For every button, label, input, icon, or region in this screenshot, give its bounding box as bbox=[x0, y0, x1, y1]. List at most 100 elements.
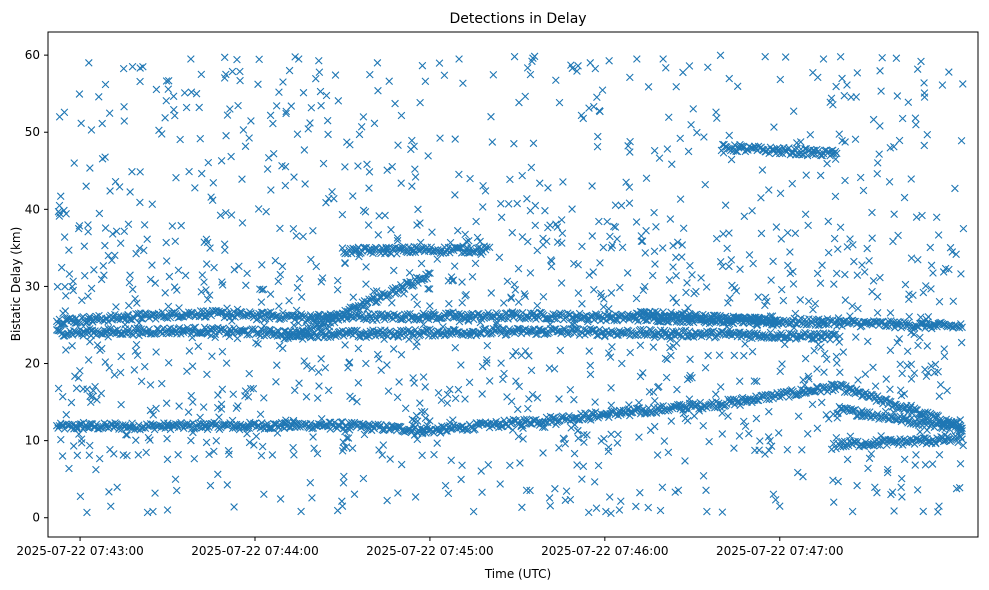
data-point bbox=[104, 333, 112, 341]
data-point bbox=[841, 138, 849, 146]
data-point bbox=[777, 235, 786, 243]
data-point bbox=[335, 330, 344, 338]
data-point bbox=[218, 281, 227, 289]
data-point bbox=[777, 285, 786, 294]
data-point bbox=[246, 384, 255, 393]
data-point bbox=[864, 464, 872, 473]
data-point bbox=[521, 292, 530, 300]
data-point bbox=[298, 335, 307, 343]
data-point bbox=[75, 430, 83, 438]
data-point bbox=[148, 261, 156, 269]
data-point bbox=[100, 271, 108, 280]
data-point bbox=[764, 186, 773, 194]
data-point bbox=[413, 435, 422, 444]
data-point bbox=[204, 158, 213, 167]
data-point bbox=[513, 310, 522, 319]
data-point bbox=[824, 415, 833, 423]
data-point bbox=[913, 65, 922, 73]
y-tick-label: 20 bbox=[25, 357, 40, 371]
data-point bbox=[303, 362, 311, 370]
data-point bbox=[308, 494, 316, 502]
data-point bbox=[649, 343, 658, 351]
data-point bbox=[322, 323, 331, 332]
data-point bbox=[544, 184, 552, 192]
data-point bbox=[436, 429, 445, 437]
data-point bbox=[750, 377, 759, 385]
data-point bbox=[293, 283, 302, 292]
data-point bbox=[595, 106, 604, 115]
data-point bbox=[644, 503, 653, 512]
data-point bbox=[914, 436, 923, 444]
data-point bbox=[724, 412, 732, 420]
data-point bbox=[937, 435, 945, 444]
data-point bbox=[345, 358, 354, 366]
data-point bbox=[227, 211, 236, 219]
data-point bbox=[726, 294, 734, 302]
y-axis: 0 10 20 30 40 50 60 bbox=[25, 48, 48, 525]
data-point bbox=[335, 310, 344, 318]
data-point bbox=[921, 461, 930, 469]
data-point bbox=[798, 446, 806, 454]
data-point bbox=[276, 224, 284, 233]
data-point bbox=[699, 472, 708, 480]
data-point bbox=[247, 117, 255, 125]
data-point bbox=[617, 201, 626, 210]
data-point bbox=[362, 263, 370, 271]
data-point bbox=[594, 461, 603, 470]
data-point bbox=[481, 187, 490, 195]
data-point bbox=[623, 269, 632, 277]
data-point bbox=[417, 407, 426, 416]
data-point bbox=[839, 348, 848, 356]
data-point bbox=[53, 282, 62, 291]
data-point bbox=[686, 371, 695, 380]
data-point bbox=[843, 455, 852, 464]
data-point bbox=[465, 378, 474, 387]
data-point bbox=[846, 235, 854, 243]
data-point bbox=[515, 382, 523, 391]
data-point bbox=[447, 273, 456, 281]
data-point bbox=[290, 173, 298, 181]
data-point bbox=[454, 385, 463, 394]
data-point bbox=[665, 405, 674, 413]
y-tick-label: 30 bbox=[25, 279, 40, 293]
data-point bbox=[873, 410, 882, 418]
data-point bbox=[134, 451, 143, 459]
data-point bbox=[331, 71, 340, 79]
data-point bbox=[106, 187, 114, 195]
data-point bbox=[891, 437, 899, 446]
data-point bbox=[310, 444, 318, 453]
data-point bbox=[748, 206, 756, 215]
data-point bbox=[945, 68, 953, 76]
data-point bbox=[723, 244, 731, 253]
data-point bbox=[287, 102, 296, 110]
data-point bbox=[923, 130, 932, 139]
data-point bbox=[775, 149, 784, 158]
data-point bbox=[508, 228, 517, 237]
data-point bbox=[405, 335, 413, 343]
data-point bbox=[433, 255, 442, 263]
data-point bbox=[152, 85, 161, 94]
data-point bbox=[135, 319, 143, 327]
data-point bbox=[711, 390, 720, 398]
data-point bbox=[295, 274, 304, 283]
data-point bbox=[410, 142, 418, 151]
data-point bbox=[345, 426, 354, 434]
data-point bbox=[510, 52, 519, 61]
plot-frame bbox=[47, 31, 979, 538]
data-point bbox=[363, 304, 372, 313]
data-point bbox=[614, 312, 622, 320]
data-point bbox=[735, 432, 744, 440]
data-point bbox=[736, 401, 744, 410]
data-point bbox=[595, 312, 604, 320]
data-point bbox=[256, 285, 264, 293]
data-point bbox=[809, 305, 817, 314]
data-point bbox=[892, 320, 901, 329]
data-point bbox=[638, 369, 647, 377]
data-point bbox=[660, 437, 669, 445]
data-point bbox=[546, 256, 555, 264]
data-point bbox=[282, 416, 290, 424]
data-point bbox=[607, 509, 615, 518]
data-point bbox=[948, 248, 957, 256]
data-point bbox=[144, 433, 153, 442]
data-point bbox=[661, 64, 670, 72]
